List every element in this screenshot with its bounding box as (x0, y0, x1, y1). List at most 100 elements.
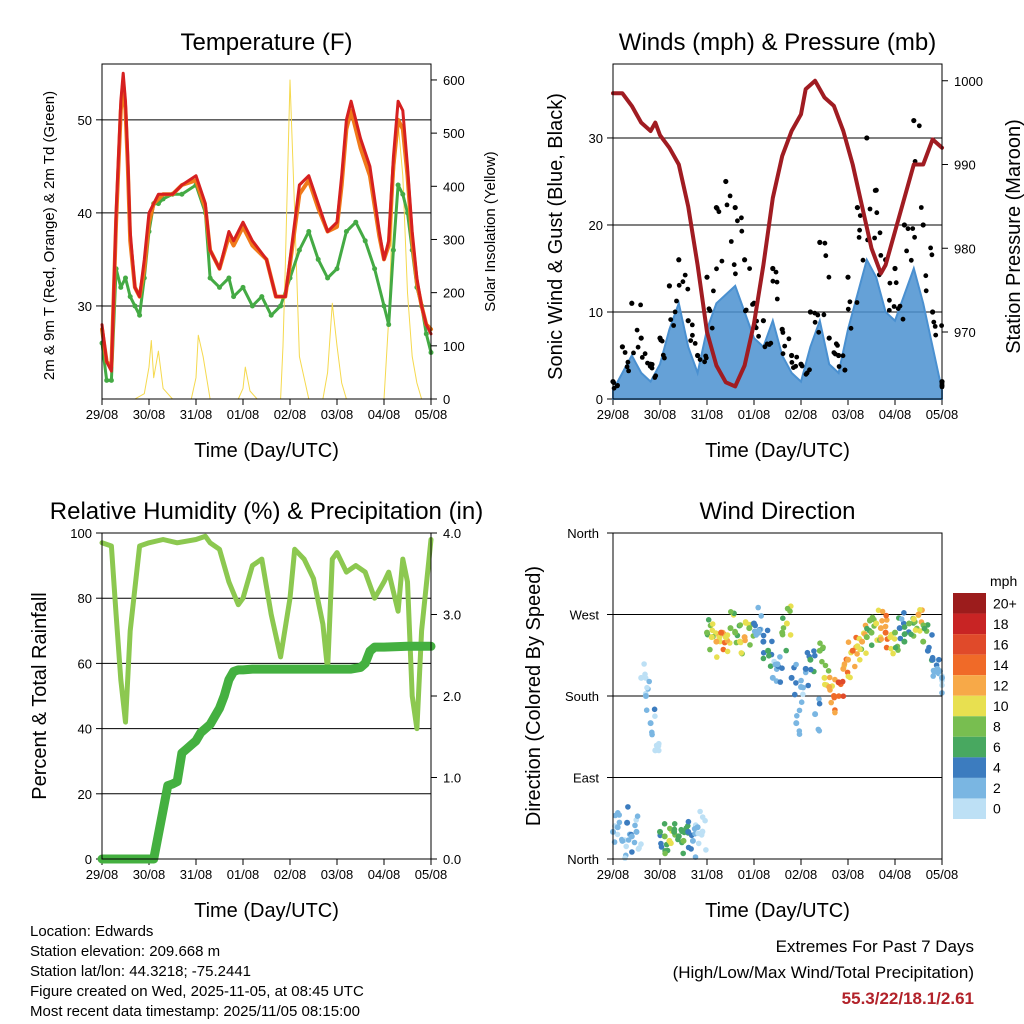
dewpoint-point (334, 266, 340, 272)
colorbar-label: 4 (993, 760, 1001, 776)
direction-point (934, 665, 941, 672)
station-info: Location: Edwards Station elevation: 209… (30, 922, 364, 1022)
gust-point (872, 235, 877, 241)
gust-point (626, 368, 631, 374)
direction-point (707, 646, 713, 653)
dewpoint-point (343, 229, 349, 234)
gust-point (747, 266, 752, 271)
temperature-xtick-label: 04/08 (368, 407, 401, 422)
direction-point (718, 629, 725, 636)
temperature-plot-border (101, 63, 432, 400)
gust-point (847, 299, 853, 305)
gust-point (735, 218, 740, 224)
direction-point (625, 804, 631, 810)
colorbar-swatch (953, 798, 986, 819)
direction-point (694, 824, 701, 831)
colorbar-label: 8 (993, 719, 1001, 735)
direction-point (883, 612, 889, 619)
direction-point (917, 607, 923, 613)
temperature-ylabel-right: Solar Insolation (Yellow) (482, 151, 499, 311)
direction-point (760, 632, 767, 639)
dewpoint-point (386, 322, 392, 328)
direction-point (868, 642, 875, 648)
gust-point (892, 265, 898, 272)
station-location: Location: Edwards (30, 923, 154, 940)
winds-xtick-label: 30/08 (644, 407, 677, 422)
direction-point (755, 629, 762, 636)
gust-point (624, 364, 630, 370)
gust-point (676, 282, 682, 288)
gust-point (622, 350, 628, 355)
gust-point (704, 274, 710, 280)
direction-point (680, 837, 687, 844)
direction-point (714, 654, 720, 660)
gust-point (928, 245, 933, 251)
direction-point (896, 625, 903, 632)
direction-point (767, 663, 774, 669)
gust-point (857, 213, 863, 219)
gust-point (835, 343, 840, 348)
winds-ytick-label: 20 (589, 218, 603, 233)
direction-point (695, 840, 702, 847)
direction-xtick-label: 31/08 (691, 867, 724, 882)
direction-point (614, 831, 621, 838)
extremes-box: Extremes For Past 7 Days (High/Low/Max W… (673, 934, 974, 1012)
direction-ytick-label: East (573, 771, 599, 786)
gust-point (807, 309, 814, 315)
direction-ytick-label: North (567, 526, 599, 541)
direction-point (845, 639, 852, 645)
direction-point (879, 618, 885, 624)
humidity-ytick-label: 80 (78, 591, 92, 606)
direction-point (807, 656, 814, 663)
temperature-ytick-label: 30 (78, 299, 92, 314)
direction-point (622, 855, 628, 861)
dewpoint-point (132, 303, 138, 309)
dewpoint-point (240, 284, 246, 290)
direction-point (709, 621, 716, 627)
gust-point (856, 235, 862, 240)
colorbar-swatch (953, 593, 986, 614)
gust-point (887, 280, 893, 286)
winds-plot-border (612, 63, 943, 400)
direction-point (619, 837, 626, 844)
gust-point (688, 338, 694, 343)
temperature-ylabel: 2m & 9m T (Red, Orange) & 2m Td (Green) (41, 91, 58, 380)
direction-point (675, 833, 682, 840)
humidity-xtick-label: 29/08 (86, 867, 119, 882)
gust-point (831, 350, 837, 355)
direction-point (930, 673, 936, 679)
direction-point (624, 819, 631, 826)
gust-point (807, 367, 812, 373)
direction-point (805, 682, 811, 689)
direction-xtick-label: 30/08 (644, 867, 677, 882)
winds-ytick-right-label: 1000 (954, 74, 983, 89)
direction-point (652, 713, 658, 719)
direction-point (646, 678, 652, 685)
gust-point (742, 257, 748, 263)
direction-plot-border (612, 532, 943, 860)
direction-point (616, 812, 622, 818)
gust-point (822, 240, 828, 246)
direction-point (929, 656, 936, 663)
winds-ytick-right-label: 970 (954, 325, 976, 340)
direction-point (643, 707, 650, 713)
humidity-title: Relative Humidity (%) & Precipitation (i… (50, 498, 483, 525)
dewpoint-point (390, 247, 396, 253)
gust-point (764, 341, 770, 347)
direction-point (888, 645, 894, 652)
station-latlon: Station lat/lon: 44.3218; -75.2441 (30, 963, 252, 980)
dewpoint-point (118, 284, 124, 290)
humidity-ytick-label: 100 (70, 526, 92, 541)
direction-point (661, 821, 668, 827)
winds-xtick-label: 02/08 (785, 407, 818, 422)
gust-point (900, 316, 906, 322)
humidity-xlabel: Time (Day/UTC) (194, 900, 339, 922)
temperature-ytick-label: 40 (78, 206, 92, 221)
gust-point (642, 351, 648, 357)
dewpoint-point (353, 219, 359, 225)
direction-point (816, 696, 822, 702)
gust-point (842, 367, 848, 373)
direction-point (727, 625, 734, 632)
direction-point (737, 622, 744, 628)
colorbar-label: 10 (993, 698, 1009, 714)
